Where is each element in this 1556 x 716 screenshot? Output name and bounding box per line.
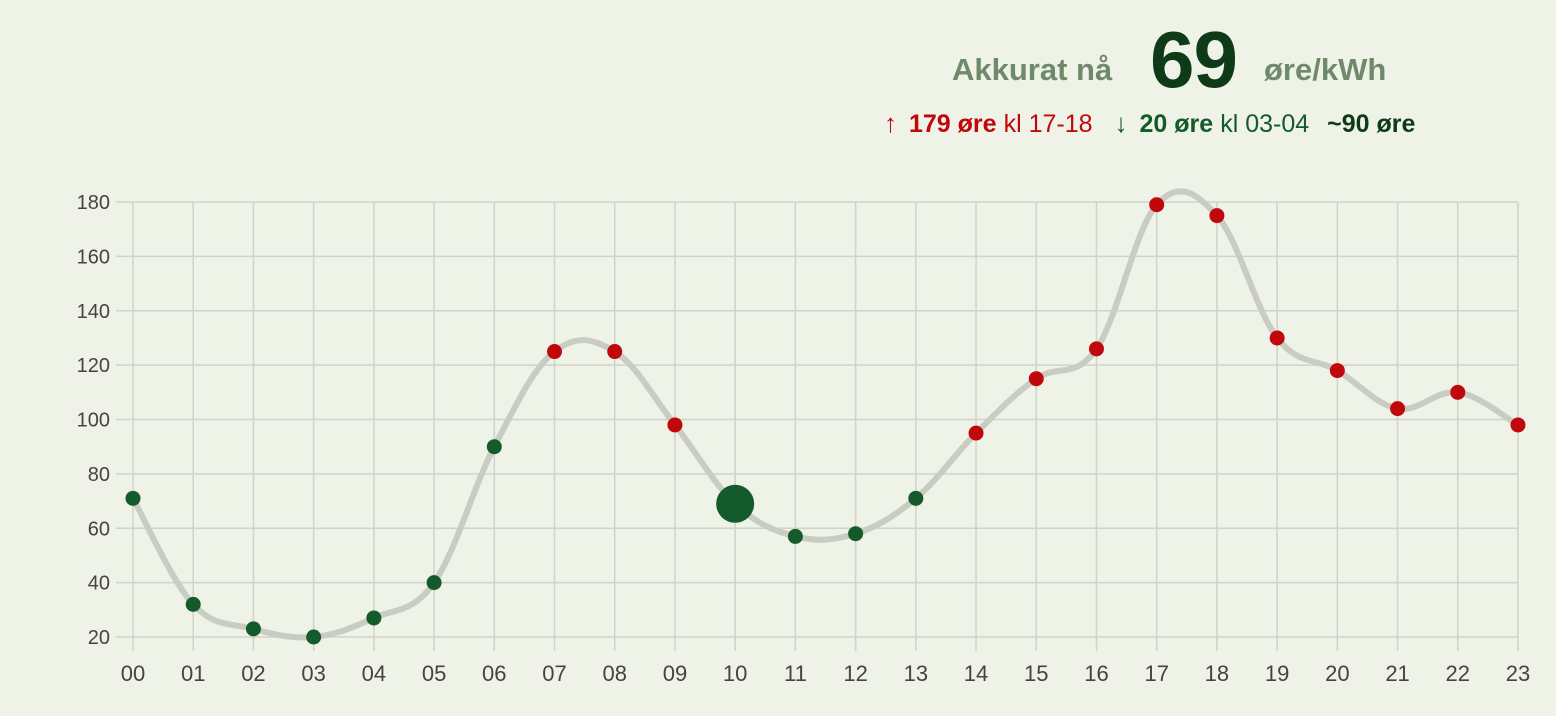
x-tick-label: 19 — [1265, 661, 1289, 686]
y-axis: 20 40 60 80 100 120 140 160 180 — [77, 192, 110, 649]
price-point — [1450, 384, 1466, 400]
current-price-point — [716, 484, 755, 523]
x-tick-label: 03 — [301, 661, 325, 686]
price-header: Akkurat nå 69 øre/kWh ↑ 179 øre kl 17-18… — [0, 0, 1556, 170]
price-point — [547, 344, 563, 360]
max-price-stat: ↑ 179 øre kl 17-18 — [884, 108, 1093, 139]
chart-grid — [116, 201, 1519, 651]
current-price-value: 69 — [1150, 15, 1238, 104]
x-tick-label: 07 — [542, 661, 566, 686]
x-tick-label: 22 — [1446, 661, 1470, 686]
x-tick-label: 12 — [843, 661, 867, 686]
x-tick-label: 06 — [482, 661, 506, 686]
price-point — [366, 610, 382, 626]
x-axis: 00 01 02 03 04 05 06 07 08 09 10 11 12 13 14 15 16 17 18 19… — [121, 661, 1530, 686]
max-price-time: kl 17-18 — [1003, 110, 1093, 138]
x-tick-label: 11 — [784, 661, 807, 686]
price-point — [607, 344, 623, 360]
y-tick-label: 100 — [77, 410, 110, 432]
price-point — [1028, 371, 1044, 387]
x-tick-label: 01 — [181, 661, 205, 686]
x-tick-label: 08 — [602, 661, 626, 686]
min-price-value: 20 øre — [1139, 110, 1214, 138]
avg-price-stat: ~90 øre — [1327, 110, 1416, 138]
x-tick-label: 16 — [1084, 661, 1108, 686]
price-point — [1269, 330, 1285, 346]
price-points — [125, 197, 1526, 645]
x-tick-label: 15 — [1024, 661, 1048, 686]
min-price-stat: ↓ 20 øre kl 03-04 — [1115, 108, 1310, 139]
max-price-value: 179 øre — [909, 110, 997, 138]
x-tick-label: 21 — [1385, 661, 1409, 686]
arrow-down-icon: ↓ — [1114, 108, 1128, 138]
price-stats: ↑ 179 øre kl 17-18 ↓ 20 øre kl 03-04 ~90… — [884, 108, 1415, 139]
price-point — [1088, 341, 1104, 357]
price-point — [908, 490, 924, 506]
y-tick-label: 80 — [88, 464, 110, 486]
x-tick-label: 23 — [1506, 661, 1530, 686]
x-tick-label: 14 — [964, 661, 988, 686]
x-tick-label: 05 — [422, 661, 446, 686]
y-tick-label: 180 — [77, 192, 110, 214]
y-tick-label: 40 — [88, 573, 110, 595]
price-line — [130, 188, 1521, 641]
x-tick-label: 04 — [362, 661, 386, 686]
current-price-label: Akkurat nå — [952, 52, 1113, 87]
x-tick-label: 13 — [904, 661, 928, 686]
price-point — [245, 621, 261, 637]
x-tick-label: 10 — [723, 661, 747, 686]
y-tick-label: 160 — [77, 246, 110, 268]
y-tick-label: 140 — [77, 301, 110, 323]
current-price-unit: øre/kWh — [1264, 52, 1387, 87]
x-tick-label: 02 — [241, 661, 265, 686]
price-point — [848, 526, 864, 542]
price-point — [1209, 208, 1225, 224]
y-tick-label: 20 — [88, 627, 110, 649]
price-point — [787, 528, 803, 544]
price-point — [1510, 417, 1526, 433]
price-point — [306, 629, 322, 645]
price-point — [1149, 197, 1165, 213]
price-point — [486, 439, 502, 455]
arrow-up-icon: ↑ — [884, 108, 897, 138]
y-tick-label: 60 — [88, 518, 110, 540]
price-point — [968, 425, 984, 441]
price-point — [185, 596, 201, 612]
x-tick-label: 18 — [1205, 661, 1229, 686]
x-tick-label: 09 — [663, 661, 687, 686]
price-point — [667, 417, 683, 433]
x-tick-label: 20 — [1325, 661, 1349, 686]
min-price-time: kl 03-04 — [1220, 110, 1310, 138]
price-point — [426, 575, 442, 591]
price-point — [1390, 401, 1406, 417]
price-point — [1329, 363, 1345, 379]
price-point — [125, 490, 141, 506]
y-tick-label: 120 — [77, 355, 110, 377]
x-tick-label: 00 — [121, 661, 145, 686]
x-tick-label: 17 — [1144, 661, 1168, 686]
